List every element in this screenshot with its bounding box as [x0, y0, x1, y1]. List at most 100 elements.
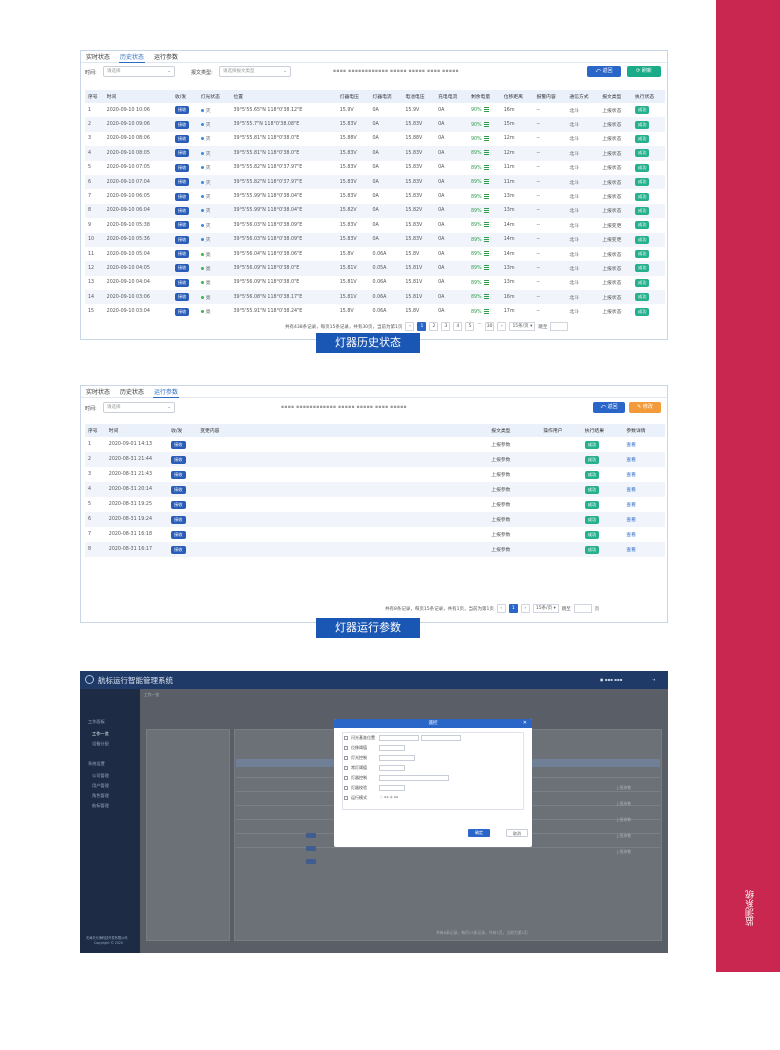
time-select[interactable]: 请选择 ⌄ — [103, 66, 175, 77]
time-select[interactable]: 请选择 ⌄ — [103, 402, 175, 413]
table-cell: 12 — [85, 261, 104, 276]
page-button[interactable]: 2 — [429, 322, 439, 331]
table-cell: 39°5'55.81"N 118°0'38.0"E — [233, 136, 300, 142]
tab-params[interactable]: 运行参数 — [153, 389, 180, 398]
cancel-button[interactable]: 取消 — [506, 829, 528, 837]
table-cell: 上报状态 — [602, 137, 622, 143]
jump-input[interactable] — [573, 604, 592, 613]
logout-icon[interactable]: ⇥ — [652, 677, 656, 682]
table-cell: 灭 — [197, 203, 231, 219]
report-type-select[interactable]: 请选择报文类型 ⌄ — [219, 66, 291, 77]
nav-item[interactable]: 航标管理 — [92, 803, 109, 808]
view-link[interactable]: 查看 — [626, 533, 636, 538]
back-button[interactable]: ⤺ 返回 — [593, 402, 625, 413]
page-button[interactable]: 5 — [465, 322, 475, 331]
table-cell: 39°5'55.99"N 118°0'38.04"E — [230, 203, 337, 219]
history-panel: 实时状态 历史状态 运行参数 时间: 请选择 ⌄ 报文类型: 请选择报文类型 ⌄ ▪… — [80, 50, 668, 340]
mode-radios[interactable]: ○ ▪▪ ◉ ▪▪ — [379, 794, 413, 801]
checkbox[interactable] — [344, 765, 348, 770]
table-row: 9 2020-09-10 05:38 接收灭 39°5'56.03"N 118°0'3… — [85, 218, 665, 232]
view-link[interactable]: 查看 — [626, 518, 636, 523]
tab-history[interactable]: 历史状态 — [120, 389, 145, 396]
light-status-dot — [200, 108, 204, 112]
nav-item[interactable]: 工作面板 — [88, 719, 105, 724]
column-header: 收/发 — [168, 424, 198, 437]
page-button[interactable]: 3 — [441, 322, 451, 331]
per-page-select[interactable]: 15条/页 ▾ — [509, 322, 536, 331]
user-icon[interactable]: ● ▪▪▪ ▪▪▪ — [600, 677, 623, 682]
direction-tag: 接收 — [174, 293, 190, 302]
checkbox[interactable] — [344, 785, 348, 790]
view-link[interactable]: 查看 — [626, 548, 636, 553]
nav-item[interactable]: 角色管理 — [92, 793, 109, 798]
nav-item-active[interactable]: 工作一览 — [92, 731, 109, 736]
column-header: 灯光状态 — [197, 90, 231, 103]
view-link[interactable]: 查看 — [626, 503, 636, 508]
modify-button[interactable]: ✎ 修改 — [629, 402, 661, 413]
status-badge: 成功 — [635, 178, 650, 187]
view-link[interactable]: 查看 — [626, 488, 636, 493]
table-cell: 4 — [85, 146, 104, 161]
tab-realtime[interactable]: 实时状态 — [86, 389, 111, 396]
field-input[interactable] — [379, 764, 405, 771]
nav-item[interactable]: 用户管理 — [92, 783, 109, 788]
history-pager: 共有438条记录，每页15条记录，共有30页，当前为第1页 ‹ 1 2 3 4 5 ···… — [285, 322, 569, 331]
page-button[interactable]: 1 — [508, 604, 518, 613]
table-cell: 接收 — [171, 232, 198, 247]
prev-page-button[interactable]: ‹ — [405, 322, 415, 331]
battery-icon — [483, 193, 489, 199]
field-select[interactable] — [379, 754, 415, 761]
field-row: 位移阈值 — [344, 743, 405, 752]
field-input[interactable] — [379, 744, 405, 751]
table-cell: 12m — [503, 136, 515, 142]
checkbox[interactable] — [344, 735, 348, 740]
status-badge: 成功 — [635, 163, 650, 172]
direction-tag: 接收 — [174, 278, 190, 287]
per-page-select[interactable]: 15条/页 ▾ — [532, 604, 559, 613]
table-cell: 查看 — [623, 437, 665, 452]
table-cell: 成功 — [632, 174, 665, 190]
tab-history[interactable]: 历史状态 — [119, 54, 146, 63]
table-cell: 15.8V — [405, 251, 420, 257]
nav-item[interactable]: 系统设置 — [88, 761, 105, 766]
field-select[interactable] — [379, 774, 449, 781]
nav-item[interactable]: 公司管理 — [92, 773, 109, 778]
column-header: 灯器电流 — [369, 90, 403, 103]
tab-realtime[interactable]: 实时状态 — [86, 54, 111, 61]
field-input[interactable] — [379, 784, 405, 791]
table-cell: 2 — [85, 117, 104, 132]
table-row: 14 2020-09-10 03:06 接收亮 39°5'56.08"N 118°0'… — [85, 290, 665, 305]
table-cell: 15.83V — [402, 146, 436, 161]
table-cell: 15.82V — [336, 203, 370, 219]
table-cell: 上报状态 — [602, 166, 622, 172]
nav-item[interactable]: 设备分配 — [92, 741, 109, 746]
field-input[interactable] — [421, 734, 461, 741]
page-button[interactable]: 30 — [484, 322, 495, 331]
jump-input[interactable] — [550, 322, 569, 331]
checkbox[interactable] — [344, 755, 348, 760]
table-cell: 6 — [85, 174, 104, 190]
table-cell: 查看 — [623, 527, 665, 542]
next-page-button[interactable]: › — [497, 322, 507, 331]
page-button[interactable]: 4 — [453, 322, 463, 331]
table-cell: 成功 — [582, 497, 624, 512]
field-input[interactable] — [379, 734, 419, 741]
view-link[interactable]: 查看 — [626, 443, 636, 448]
table-cell: 15.81V — [402, 261, 436, 276]
view-link[interactable]: 查看 — [626, 458, 636, 463]
checkbox[interactable] — [344, 775, 348, 780]
prev-page-button[interactable]: ‹ — [496, 604, 506, 613]
tab-params[interactable]: 运行参数 — [154, 54, 179, 61]
next-page-button[interactable]: › — [520, 604, 530, 613]
page-button[interactable]: 1 — [417, 322, 427, 331]
table-row: 3 2020-09-10 08:06 接收灭 39°5'55.81"N 118°0'3… — [85, 132, 665, 146]
view-link[interactable]: 查看 — [626, 473, 636, 478]
back-button[interactable]: ⤺ 返回 — [587, 66, 621, 77]
checkbox[interactable] — [344, 795, 348, 800]
confirm-button[interactable]: 确定 — [468, 829, 490, 837]
refresh-button[interactable]: ⟳ 刷新 — [627, 66, 661, 77]
table-row: 4 2020-09-10 08:05 接收灭 39°5'55.81"N 118°0'3… — [85, 146, 665, 161]
close-icon[interactable]: ✕ — [522, 720, 527, 726]
table-cell: 成功 — [632, 304, 665, 318]
checkbox[interactable] — [344, 745, 348, 750]
